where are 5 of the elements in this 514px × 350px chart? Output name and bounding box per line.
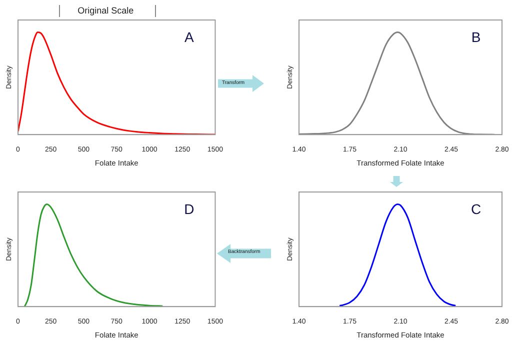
annotation: B [471,28,481,45]
annotation: C [470,200,482,217]
chart-title: Original Scale [78,5,134,16]
annotation: A [184,28,195,45]
annotation: D [184,200,194,217]
